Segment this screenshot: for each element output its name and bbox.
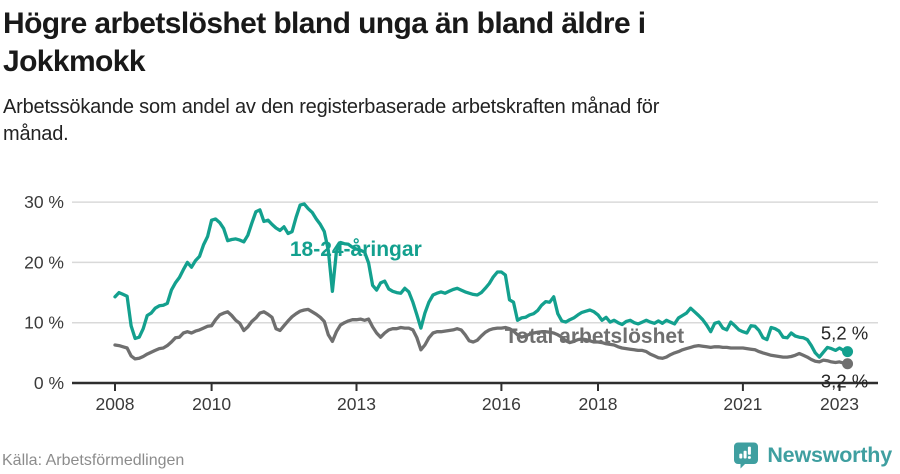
x-tick-label: 2008 [96, 394, 135, 414]
page-title-line-1: Högre arbetslöshet bland unga än bland ä… [3, 7, 646, 40]
y-tick-label: 20 % [24, 252, 64, 272]
x-tick-label: 2018 [579, 394, 618, 414]
y-tick-label: 30 % [24, 192, 64, 212]
x-tick-label: 2023 [820, 394, 859, 414]
series-end-dot-0 [842, 346, 854, 358]
page-title-line-2: Jokkmokk [3, 45, 146, 78]
series-end-label-0: 5,2 % [821, 323, 868, 344]
header: Högre arbetslöshet bland unga än bland ä… [3, 5, 893, 81]
series-line-1 [113, 307, 850, 366]
x-tick-label: 2021 [723, 394, 762, 414]
newsworthy-speech-bubble-bar-chart-icon [734, 442, 759, 469]
newsworthy-logo: Newsworthy [733, 441, 892, 469]
series-annotation-1: Total arbetslöshet [505, 325, 684, 348]
chart-subtitle: Arbetssökande som andel av den registerb… [3, 94, 803, 148]
x-tick-label: 2016 [482, 394, 521, 414]
series-annotation-0: 18-24-åringar [290, 238, 422, 261]
series-line-0 [113, 202, 850, 359]
chart-subtitle-line-1: Arbetssökande som andel av den registerb… [3, 96, 660, 118]
y-tick-label: 0 % [34, 373, 64, 393]
newsworthy-logo-text: Newsworthy [767, 442, 892, 467]
series-end-label-1: 3,2 % [821, 371, 868, 392]
x-tick-label: 2013 [337, 394, 376, 414]
chart-subtitle-line-2: månad. [3, 123, 69, 145]
source-label: Källa: Arbetsförmedlingen [2, 452, 185, 469]
x-tick-label: 2010 [192, 394, 231, 414]
y-tick-label: 10 % [24, 313, 64, 333]
series-end-dot-1 [842, 358, 854, 370]
